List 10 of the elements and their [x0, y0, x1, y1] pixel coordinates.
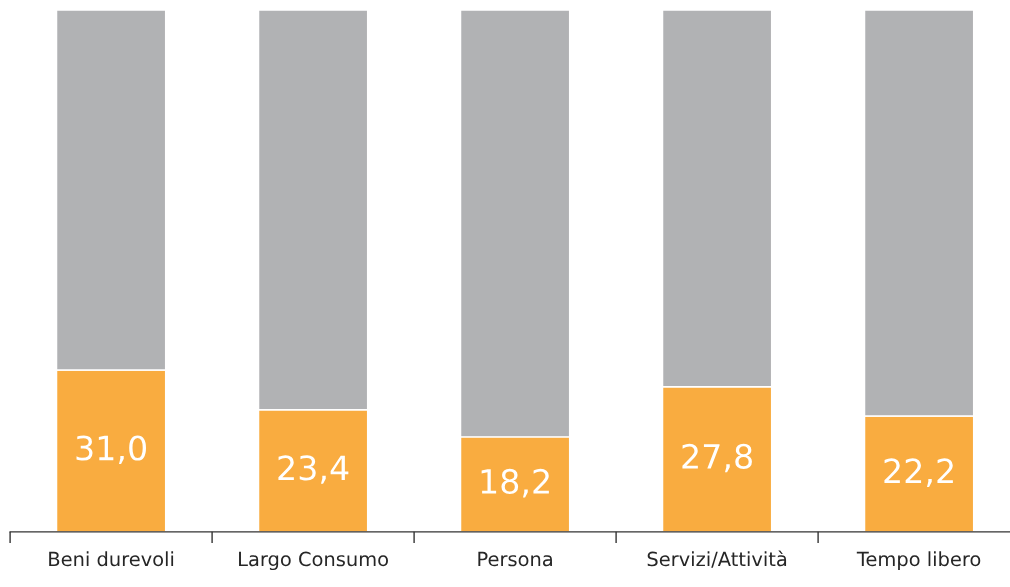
data-label: 27,8 — [682, 443, 752, 473]
data-label: 22,2 — [884, 458, 953, 487]
x-tick-label: Tempo libero — [856, 551, 981, 571]
data-label: 18,2 — [481, 468, 549, 498]
x-tick-label: Largo Consumo — [239, 551, 388, 571]
data-label: 31,0 — [76, 435, 146, 465]
x-tick-label: Persona — [478, 551, 552, 567]
data-label: 23,4 — [278, 455, 349, 484]
x-tick-label: Servizi/Attività — [647, 550, 787, 568]
x-tick-label: Beni durevoli — [49, 551, 174, 567]
